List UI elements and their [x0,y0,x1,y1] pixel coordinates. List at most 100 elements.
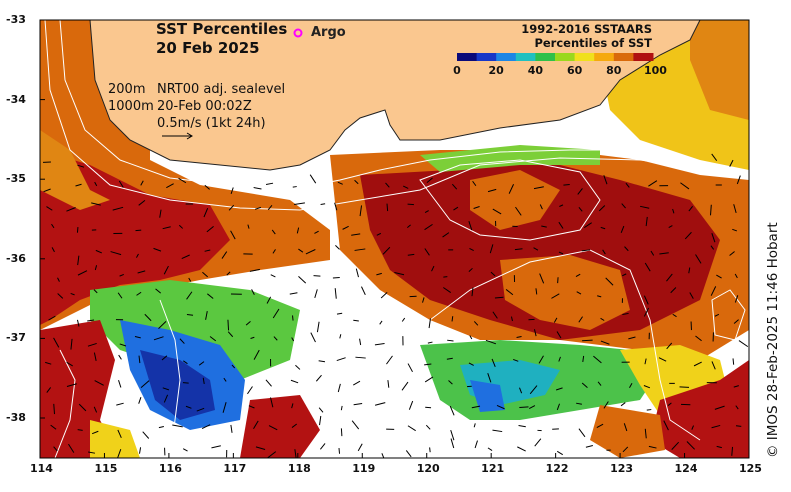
current-vector [230,424,233,433]
current-vector [45,361,52,365]
current-vector [427,341,433,344]
current-vector [315,374,322,382]
current-vector [66,207,76,212]
y-tick-label: -35 [6,172,26,186]
current-vector [450,438,455,449]
current-vector [735,425,742,427]
current-vector [473,423,476,428]
current-vector [732,358,735,365]
current-vector [658,357,667,362]
current-vector [646,409,652,411]
current-vector [644,358,647,365]
current-vector [539,204,543,210]
current-vector [138,355,141,364]
current-vector [351,420,360,430]
current-vector [716,274,722,279]
current-vector [714,313,720,317]
current-vector [271,229,276,235]
current-vector [93,289,98,294]
current-vector [140,180,144,186]
current-vector [597,381,602,386]
current-vector [407,224,411,229]
sst-orange-west-inner [40,130,110,210]
current-vector [46,206,53,211]
current-vector [408,400,414,410]
current-vector [209,336,217,342]
current-vector [517,446,526,452]
current-vector [688,206,694,212]
current-vector [471,287,474,297]
current-vector [578,316,583,323]
current-vector [622,446,629,453]
current-vector [57,277,60,282]
current-vector [688,267,691,274]
current-vector [318,360,326,363]
colorbar-segment [457,53,478,61]
current-vector [359,338,362,346]
current-vector [695,335,702,342]
x-tick-label: 117 [223,462,247,475]
current-vector [514,248,523,251]
current-vector [254,206,262,210]
current-vector [158,425,164,429]
current-vector [291,337,295,342]
current-vector [247,224,250,229]
current-vector [77,255,80,266]
colorbar-segment [613,53,634,61]
current-vector [309,174,317,184]
current-vector [577,188,583,195]
colorbar-segment [476,53,497,61]
current-vector [135,229,142,232]
current-vector [668,225,673,229]
current-vector [292,186,297,188]
scale-label: 0.5m/s (1kt 24h) [157,116,266,131]
sst-yellow-south [90,420,140,458]
y-tick-label: -36 [6,251,26,265]
isobath-1000m [44,20,721,211]
current-vector [508,184,515,194]
current-vector [716,445,722,449]
current-vector [196,407,205,412]
depth-label-200: 200m [108,82,146,97]
x-tick-label: 119 [352,462,376,475]
current-vector [576,291,582,295]
sst-orange-northeast [690,20,749,120]
current-vector [473,321,479,326]
sealevel-contour-west [159,299,181,458]
current-vector [48,315,56,321]
argo-legend-marker [293,28,303,38]
current-vector [334,288,337,299]
current-vector [732,228,738,232]
current-vector [533,247,539,251]
current-vector [386,355,393,365]
current-vector [468,267,473,273]
current-vector [94,380,104,386]
current-vector [600,317,605,321]
current-vector [202,271,209,278]
current-vector [296,227,300,234]
current-vector [153,247,162,252]
current-vector [513,358,519,362]
sst-darkred-eddy [360,160,720,340]
current-vector [558,356,561,362]
current-vector [691,425,695,430]
current-vector [603,175,608,185]
current-vector [201,424,211,429]
current-vector [314,230,319,234]
current-vector [51,223,55,229]
current-vector [556,331,562,339]
current-vector [273,336,278,341]
current-vector [553,317,558,323]
current-vector [91,430,99,435]
current-vector [87,342,97,347]
colorbar-tick-label: 100 [644,64,667,77]
current-vector [469,247,474,252]
current-vector [471,405,481,409]
current-vector [695,254,702,264]
current-vector [380,292,388,299]
current-vector [353,319,359,322]
colorbar-tick-label: 20 [488,64,504,77]
current-vector [518,425,526,428]
current-vector [253,187,262,190]
current-vector [385,182,390,188]
